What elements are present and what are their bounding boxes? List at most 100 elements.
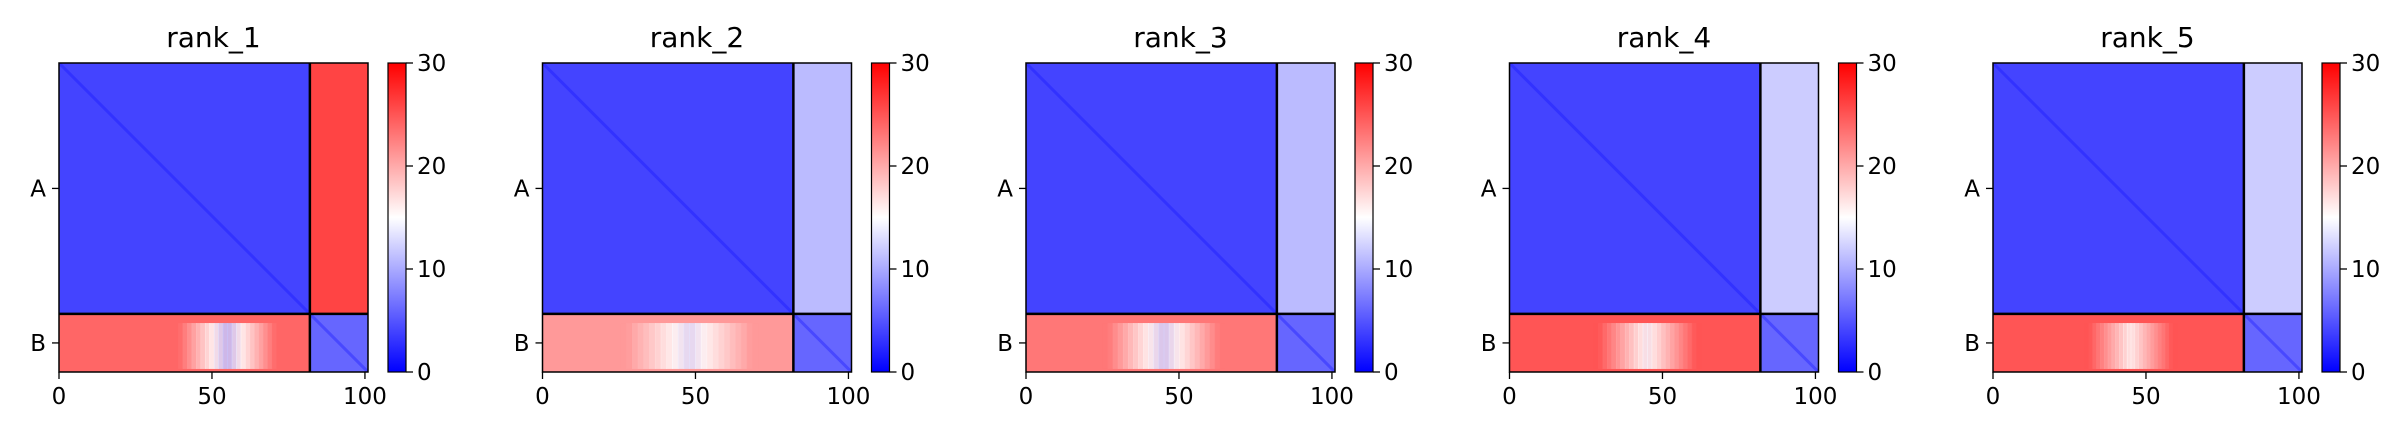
x-tick-label: 0	[1986, 384, 2001, 410]
pae-cell	[2168, 323, 2174, 369]
panel-title: rank_1	[166, 21, 260, 54]
colorbar-tick-label: 30	[901, 51, 930, 77]
pae-cell	[1647, 323, 1653, 369]
colorbar-tick-label: 20	[417, 154, 446, 180]
pae-cell	[231, 323, 237, 369]
colorbar	[870, 62, 891, 373]
pae-cell	[2172, 323, 2178, 369]
pae-cell	[672, 323, 679, 369]
pae-cell	[2100, 323, 2105, 369]
pae-cell	[1598, 323, 1604, 369]
pae-block-AB	[1276, 63, 1335, 314]
pae-cell	[1611, 323, 1617, 369]
pae-cell	[2153, 323, 2159, 369]
pae-cell	[689, 323, 696, 369]
pae-cell	[654, 323, 662, 369]
x-tick-label: 50	[197, 384, 226, 410]
colorbar-tick-label: 20	[1384, 154, 1413, 180]
pae-diagonal	[59, 63, 368, 372]
colorbar-tick-label: 10	[2351, 257, 2380, 283]
pae-block-AA	[59, 63, 310, 314]
pae-cell	[1209, 323, 1216, 369]
pae-cell	[700, 323, 708, 369]
y-tick-label: A	[997, 176, 1013, 202]
pae-cell	[1678, 323, 1684, 369]
pae-cell	[1219, 323, 1226, 369]
pae-cell	[2138, 323, 2143, 369]
pae-cell	[695, 323, 702, 369]
pae-cell	[240, 323, 246, 369]
pae-block-AA	[1509, 63, 1761, 314]
pae-cell	[1122, 323, 1129, 369]
x-tick-label: 100	[1310, 384, 1354, 410]
pae-cell	[2096, 323, 2101, 369]
x-tick-label: 0	[52, 384, 67, 410]
pae-diagonal	[1026, 63, 1335, 372]
pae-cell	[1607, 323, 1613, 369]
pae-cell	[683, 323, 690, 369]
pae-cell	[2084, 323, 2090, 369]
pae-cell	[1163, 323, 1170, 369]
pae-cell	[2103, 323, 2109, 369]
pae-cell	[173, 323, 179, 369]
x-tick-label: 0	[1019, 384, 1034, 410]
pae-cell	[222, 323, 228, 369]
pae-cell	[718, 323, 725, 369]
pae-cell	[1673, 323, 1680, 369]
x-tick-label: 100	[343, 384, 387, 410]
colorbar-tick-label: 20	[901, 154, 930, 180]
colorbar-tick-label: 0	[2351, 360, 2366, 386]
pae-cell	[1168, 323, 1175, 369]
pae-cell	[178, 323, 184, 369]
pae-cell	[729, 323, 736, 369]
pae-cell	[2115, 323, 2120, 369]
axes-frame	[541, 62, 853, 373]
axes-frame	[1992, 62, 2303, 373]
pae-cell	[1629, 323, 1635, 369]
pae-cell	[2119, 323, 2124, 369]
pae-cell	[1633, 323, 1639, 369]
heatmap	[542, 63, 852, 372]
panel-title: rank_5	[2100, 21, 2194, 54]
axes-frame	[1508, 62, 1820, 373]
panel-title: rank_4	[1617, 21, 1711, 54]
panel-title: rank_3	[1133, 21, 1227, 54]
pae-cell	[1651, 323, 1657, 369]
pae-cell	[262, 323, 269, 369]
panel-5: rank_5 0 50 100 A B 0 10 20 30	[1964, 21, 2380, 410]
panel-3: rank_3 0 50 100 A B 0 10 20 30	[997, 21, 1413, 410]
pae-block-AA	[1026, 63, 1277, 314]
pae-block-AB	[309, 63, 368, 314]
pae-cell	[249, 323, 255, 369]
colorbar-tick-label: 20	[2351, 154, 2380, 180]
pae-block-AB	[1760, 63, 1819, 314]
pae-block-BB	[1760, 313, 1819, 372]
pae-cell	[746, 323, 754, 369]
x-tick-label: 50	[1164, 384, 1193, 410]
pae-cell	[236, 323, 242, 369]
pae-cell	[209, 323, 215, 369]
pae-cell	[2149, 323, 2155, 369]
pae-cell	[271, 323, 277, 369]
pae-cell	[2126, 323, 2132, 369]
pae-cell	[620, 323, 627, 369]
heatmap	[59, 63, 368, 372]
pae-cell	[1660, 323, 1666, 369]
pae-cell	[1148, 323, 1155, 369]
pae-cell	[2161, 323, 2166, 369]
pae-cell	[204, 323, 211, 369]
heatmap	[1993, 63, 2302, 372]
pae-cell	[1194, 323, 1200, 369]
pae-cell	[191, 323, 197, 369]
pae-cell	[735, 323, 742, 369]
colorbar-tick-label: 10	[1384, 257, 1413, 283]
pae-cell	[1178, 323, 1185, 369]
pae-cell	[1112, 323, 1119, 369]
x-tick-label: 0	[1502, 384, 1517, 410]
x-tick-label: 50	[2131, 384, 2160, 410]
pae-cell	[631, 323, 639, 369]
x-tick-label: 100	[2277, 384, 2321, 410]
pae-cell	[200, 323, 206, 369]
pae-cell	[245, 323, 251, 369]
